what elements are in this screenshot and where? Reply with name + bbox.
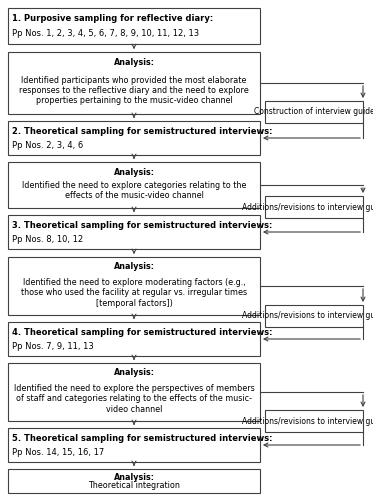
Bar — [265, 196, 363, 218]
Text: Analysis:: Analysis: — [113, 168, 154, 176]
Text: 2. Theoretical sampling for semistructured interviews:: 2. Theoretical sampling for semistructur… — [12, 126, 273, 136]
Bar — [8, 428, 260, 462]
Text: 5. Theoretical sampling for semistructured interviews:: 5. Theoretical sampling for semistructur… — [12, 434, 273, 442]
Text: Identified the need to explore categories relating to the
effects of the music-v: Identified the need to explore categorie… — [22, 181, 246, 200]
Text: Additions/revisions to interview guide: Additions/revisions to interview guide — [241, 312, 373, 320]
Bar — [265, 305, 363, 327]
Bar — [8, 363, 260, 421]
Bar — [8, 215, 260, 249]
Text: Pp Nos. 7, 9, 11, 13: Pp Nos. 7, 9, 11, 13 — [12, 342, 94, 351]
Text: Pp Nos. 14, 15, 16, 17: Pp Nos. 14, 15, 16, 17 — [12, 448, 104, 457]
Bar — [8, 257, 260, 315]
Text: Analysis:: Analysis: — [113, 58, 154, 67]
Text: Identified the need to explore moderating factors (e.g.,
those who used the faci: Identified the need to explore moderatin… — [21, 278, 247, 308]
Text: 1. Purposive sampling for reflective diary:: 1. Purposive sampling for reflective dia… — [12, 14, 213, 24]
Text: Pp Nos. 1, 2, 3, 4, 5, 6, 7, 8, 9, 10, 11, 12, 13: Pp Nos. 1, 2, 3, 4, 5, 6, 7, 8, 9, 10, 1… — [12, 30, 199, 38]
Bar — [8, 52, 260, 114]
Text: Analysis:: Analysis: — [113, 262, 154, 272]
Text: 3. Theoretical sampling for semistructured interviews:: 3. Theoretical sampling for semistructur… — [12, 220, 272, 230]
Text: Pp Nos. 2, 3, 4, 6: Pp Nos. 2, 3, 4, 6 — [12, 141, 83, 150]
Text: Construction of interview guide: Construction of interview guide — [254, 108, 373, 116]
Text: Identified participants who provided the most elaborate
responses to the reflect: Identified participants who provided the… — [19, 76, 249, 106]
Bar — [265, 410, 363, 432]
Text: Analysis:: Analysis: — [113, 473, 154, 482]
Text: Pp Nos. 8, 10, 12: Pp Nos. 8, 10, 12 — [12, 235, 83, 244]
Bar — [8, 8, 260, 44]
Text: 4. Theoretical sampling for semistructured interviews:: 4. Theoretical sampling for semistructur… — [12, 328, 273, 336]
Bar — [8, 469, 260, 493]
Text: Identified the need to explore the perspectives of members
of staff and categori: Identified the need to explore the persp… — [14, 384, 254, 414]
Bar — [265, 101, 363, 123]
Text: Additions/revisions to interview guide: Additions/revisions to interview guide — [241, 202, 373, 211]
Bar — [8, 322, 260, 356]
Text: Analysis:: Analysis: — [113, 368, 154, 378]
Text: Additions/revisions to interview guide: Additions/revisions to interview guide — [241, 416, 373, 426]
Text: Theoretical integration: Theoretical integration — [88, 482, 180, 490]
Bar — [8, 162, 260, 208]
Bar — [8, 121, 260, 155]
